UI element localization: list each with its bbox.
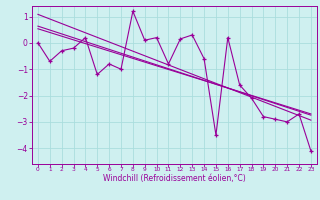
X-axis label: Windchill (Refroidissement éolien,°C): Windchill (Refroidissement éolien,°C) xyxy=(103,174,246,183)
